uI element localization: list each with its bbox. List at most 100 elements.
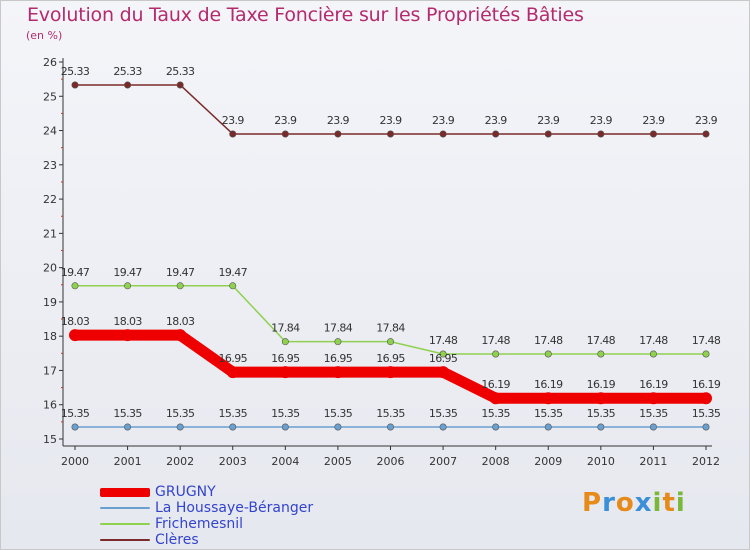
data-point — [121, 329, 134, 342]
data-point — [649, 130, 657, 138]
legend-label: Frichemesnil — [155, 516, 244, 532]
data-point — [594, 392, 607, 405]
logo-letter: o — [615, 488, 635, 518]
data-point — [69, 329, 81, 342]
data-point — [544, 130, 552, 138]
y-tick-label: 18 — [43, 330, 57, 343]
data-label: 25.33 — [61, 65, 90, 78]
data-point — [439, 423, 447, 431]
y-tick-label: 20 — [43, 262, 57, 275]
y-tick-label: 19 — [43, 296, 57, 309]
data-label: 19.47 — [61, 266, 90, 279]
data-label: 15.35 — [376, 407, 405, 420]
data-label: 25.33 — [113, 65, 142, 78]
x-tick-label: 2008 — [482, 455, 510, 468]
legend-swatch — [100, 539, 150, 541]
legend-label: GRUGNY — [155, 484, 216, 500]
data-label: 15.35 — [113, 407, 142, 420]
chart-title: Evolution du Taux de Taxe Foncière sur l… — [27, 4, 584, 26]
data-label: 15.35 — [481, 407, 510, 420]
data-point — [649, 423, 657, 431]
data-label: 16.95 — [429, 352, 458, 365]
data-label: 23.9 — [537, 114, 560, 127]
data-label: 16.19 — [639, 378, 668, 391]
data-label: 16.19 — [587, 378, 616, 391]
data-point — [71, 423, 79, 431]
data-label: 23.9 — [327, 114, 350, 127]
data-label: 17.48 — [429, 334, 458, 347]
data-label: 15.35 — [166, 407, 195, 420]
data-label: 16.95 — [324, 352, 353, 365]
data-point — [542, 392, 555, 405]
data-label: 23.9 — [695, 114, 718, 127]
data-point — [334, 130, 342, 138]
data-point — [597, 423, 605, 431]
data-point — [281, 338, 289, 346]
x-tick-label: 2007 — [429, 455, 457, 468]
data-point — [544, 350, 552, 358]
data-point — [124, 423, 132, 431]
data-point — [437, 366, 450, 379]
legend-swatch — [100, 507, 150, 509]
data-point — [647, 392, 660, 405]
data-label: 23.9 — [274, 114, 297, 127]
x-tick-label: 2009 — [534, 455, 562, 468]
data-label: 16.95 — [376, 352, 405, 365]
data-point — [71, 282, 79, 290]
proxiti-logo: Proxiti — [582, 488, 686, 518]
logo-letter: i — [652, 488, 663, 518]
data-point — [492, 130, 500, 138]
data-label: 23.9 — [485, 114, 508, 127]
data-label: 17.84 — [271, 322, 300, 335]
data-label: 15.35 — [219, 407, 248, 420]
data-label: 15.35 — [429, 407, 458, 420]
data-label: 16.19 — [692, 378, 721, 391]
data-point — [176, 81, 184, 89]
x-tick-label: 2012 — [692, 455, 720, 468]
data-label: 19.47 — [219, 266, 248, 279]
data-label: 19.47 — [113, 266, 142, 279]
data-point — [176, 282, 184, 290]
data-point — [489, 392, 502, 405]
data-label: 17.48 — [692, 334, 721, 347]
legend-label: Clères — [155, 532, 199, 548]
data-label: 15.35 — [587, 407, 616, 420]
logo-letter: i — [675, 488, 686, 518]
data-point — [334, 423, 342, 431]
y-tick-label: 25 — [43, 90, 57, 103]
y-tick-label: 24 — [43, 125, 57, 138]
chart-subtitle: (en %) — [26, 29, 63, 42]
data-point — [492, 350, 500, 358]
data-point — [174, 329, 187, 342]
data-point — [334, 338, 342, 346]
y-tick-label: 22 — [43, 193, 57, 206]
data-label: 23.9 — [642, 114, 665, 127]
y-tick-label: 16 — [43, 399, 57, 412]
x-tick-label: 2001 — [114, 455, 142, 468]
data-label: 25.33 — [166, 65, 195, 78]
data-point — [176, 423, 184, 431]
data-label: 23.9 — [432, 114, 455, 127]
data-point — [229, 423, 237, 431]
data-point — [281, 423, 289, 431]
logo-letter: t — [662, 488, 676, 518]
data-label: 17.84 — [376, 322, 405, 335]
data-point — [386, 423, 394, 431]
data-point — [702, 350, 710, 358]
data-label: 15.35 — [61, 407, 90, 420]
data-point — [124, 282, 132, 290]
data-label: 23.9 — [590, 114, 613, 127]
data-point — [439, 130, 447, 138]
data-label: 18.03 — [61, 315, 90, 328]
data-point — [649, 350, 657, 358]
logo-letter: r — [602, 488, 616, 518]
x-tick-label: 2005 — [324, 455, 352, 468]
x-tick-label: 2011 — [639, 455, 667, 468]
data-point — [544, 423, 552, 431]
data-point — [229, 282, 237, 290]
x-tick-label: 2002 — [166, 455, 194, 468]
y-tick-label: 21 — [43, 227, 57, 240]
data-label: 23.9 — [222, 114, 245, 127]
